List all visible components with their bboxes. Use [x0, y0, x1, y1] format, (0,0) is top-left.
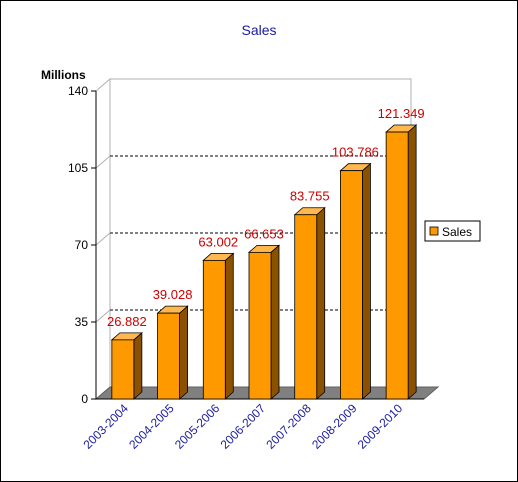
value-label: 66.653 — [244, 226, 284, 241]
bar-2004-2005 — [156, 305, 189, 400]
gridline-side — [95, 232, 111, 246]
value-label: 83.755 — [290, 189, 330, 204]
bar-2005-2006 — [202, 252, 235, 400]
value-label: 26.882 — [107, 314, 147, 329]
bar-front — [248, 251, 272, 400]
bar-side — [270, 244, 280, 400]
value-label: 39.028 — [153, 287, 193, 302]
x-tick-label: 2004-2005 — [126, 401, 177, 452]
y-axis-label: Millions — [41, 68, 86, 82]
bar-side — [316, 206, 326, 400]
bar-side — [362, 162, 371, 400]
legend-swatch — [429, 226, 439, 236]
bar-side — [407, 124, 417, 400]
gridline-side — [95, 309, 111, 323]
value-label: 121.349 — [378, 106, 425, 121]
bar-2008-2009 — [339, 162, 372, 400]
bar-2003-2004 — [110, 331, 143, 400]
bar-front — [294, 214, 318, 400]
legend-label-sales: Sales — [442, 225, 472, 239]
bar-front — [202, 259, 226, 400]
bar-side — [179, 305, 188, 400]
bar-side — [133, 331, 143, 400]
y-tick-label: 70 — [75, 238, 89, 252]
chart-title: Sales — [241, 22, 276, 38]
bar-front — [340, 170, 363, 400]
y-tick-label: 140 — [68, 84, 88, 98]
bar-2009-2010 — [385, 124, 418, 400]
y-tick-label: 35 — [75, 315, 89, 329]
y-tick-label: 0 — [81, 392, 88, 406]
bar-front — [385, 131, 409, 400]
x-tick-label: 2008-2009 — [309, 401, 360, 452]
x-tick-labels: 2003-20042004-20052005-20062006-20072007… — [80, 401, 405, 452]
bar-side — [224, 252, 234, 400]
bar-2007-2008 — [293, 206, 326, 400]
gridline-side — [95, 155, 111, 169]
y-tick-labels: 0 35 70 105 140 — [68, 84, 88, 406]
x-tick-label: 2005-2006 — [172, 401, 223, 452]
y-tick-label: 105 — [68, 161, 88, 175]
x-tick-label: 2009-2010 — [355, 401, 406, 452]
x-tick-label: 2006-2007 — [218, 401, 269, 452]
legend-box — [424, 220, 481, 242]
x-tick-label: 2007-2008 — [263, 401, 314, 452]
bar-front — [157, 312, 180, 400]
bars — [110, 124, 418, 400]
x-tick-label: 2003-2004 — [80, 401, 131, 452]
value-label: 103.786 — [332, 145, 379, 160]
legend: Sales — [424, 220, 481, 242]
value-labels: 26.882 39.028 63.002 66.653 83.755 103.786 121… — [107, 106, 425, 329]
value-label: 63.002 — [198, 234, 238, 249]
bar-2006-2007 — [247, 244, 281, 400]
bar-front — [111, 339, 135, 400]
